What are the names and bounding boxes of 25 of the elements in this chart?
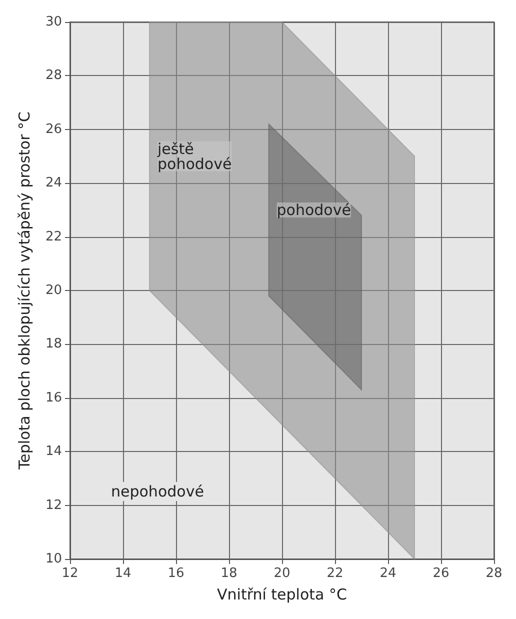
x-tick-label: 26 xyxy=(432,566,450,581)
y-tick-label: 20 xyxy=(45,283,62,298)
y-tick-label: 30 xyxy=(45,14,62,30)
x-tick-label: 18 xyxy=(220,566,238,581)
x-axis-title: Vnitřní teplota °C xyxy=(217,586,347,604)
y-tick-label: 14 xyxy=(45,444,62,460)
y-tick-label: 12 xyxy=(45,498,62,513)
y-tick-label: 24 xyxy=(45,176,62,191)
y-tick-label: 10 xyxy=(45,552,62,566)
x-tick-label: 22 xyxy=(326,566,344,581)
x-tick-label: 12 xyxy=(62,566,78,581)
y-tick-label: 22 xyxy=(45,229,62,244)
x-tick-label: 16 xyxy=(168,566,184,581)
y-axis-title: Teplota ploch obklopujících vytápěný prostor °C xyxy=(16,111,34,471)
series-label: pohodové xyxy=(276,200,351,219)
y-tick-label: 18 xyxy=(45,336,62,352)
x-tick-label: 24 xyxy=(380,566,396,581)
x-tick-label: 20 xyxy=(274,566,290,581)
y-tick-label: 16 xyxy=(45,390,62,406)
x-tick-label: 28 xyxy=(486,566,502,581)
annotation: nepohodové xyxy=(111,482,204,500)
x-tick-label: 14 xyxy=(114,566,132,581)
series-label: ještě pohodové xyxy=(156,140,232,173)
y-tick-label: 26 xyxy=(45,122,62,137)
y-tick-label: 28 xyxy=(45,68,62,84)
